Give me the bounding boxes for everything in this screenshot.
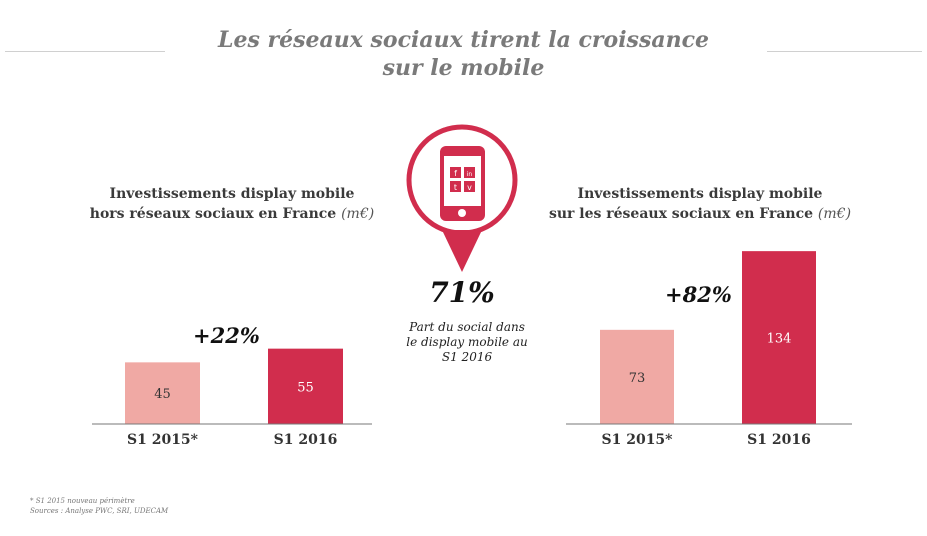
footnote-sources: Sources : Analyse PWC, SRI, UDECAM <box>30 507 169 515</box>
smartphone-social-pin-icon: f in t v <box>406 124 518 272</box>
social-share-caption-line1: Part du social dans <box>409 320 525 334</box>
right-chart-title-line1: Investissements display mobile <box>577 186 823 202</box>
title-rule-left <box>5 51 165 52</box>
left-chart-title-line2: hors réseaux sociaux en France (m€) <box>89 206 375 222</box>
left-category-label-0: S1 2015* <box>127 432 199 448</box>
left-chart-title: Investissements display mobile hors rése… <box>62 184 402 224</box>
left-chart-unit: (m€) <box>341 206 375 222</box>
linkedin-icon: in <box>467 171 473 178</box>
footnote: * S1 2015 nouveau périmètre Sources : An… <box>30 496 168 516</box>
right-bar-value-label-0: 73 <box>629 371 646 386</box>
left-chart-title-line1: Investissements display mobile <box>109 186 355 202</box>
twitter-icon: t <box>454 183 457 192</box>
right-bar-0 <box>600 329 674 424</box>
page-title-line1: Les réseaux sociaux tirent la croissance <box>218 27 709 53</box>
right-category-label-1: S1 2016 <box>747 432 811 448</box>
left-bar-value-label-1: 55 <box>297 380 314 395</box>
right-bar-value-label-1: 134 <box>767 332 792 347</box>
right-bar-1 <box>742 251 816 424</box>
social-share-caption-line2: le display mobile au <box>406 335 528 349</box>
vimeo-icon: v <box>467 183 472 192</box>
left-chart-growth: +22% <box>193 323 260 348</box>
left-category-label-1: S1 2016 <box>274 432 338 448</box>
right-chart-growth: +82% <box>665 282 732 307</box>
left-bar-1 <box>268 348 343 424</box>
phone-social-tiles: f in t v <box>450 167 475 192</box>
right-chart-title-line2: sur les réseaux sociaux en France (m€) <box>548 206 852 222</box>
right-chart-title: Investissements display mobile sur les r… <box>530 184 870 224</box>
left-bar-value-label-0: 45 <box>154 387 171 402</box>
social-share-caption-line3: S1 2016 <box>441 350 493 364</box>
footnote-line1: * S1 2015 nouveau périmètre <box>30 497 135 505</box>
page-title: Les réseaux sociaux tirent la croissance… <box>0 26 927 82</box>
right-category-label-0: S1 2015* <box>601 432 673 448</box>
social-share-caption: Part du social dans le display mobile au… <box>392 320 542 365</box>
left-bar-0 <box>125 362 200 424</box>
social-share-value: 71% <box>429 276 495 309</box>
page-title-line2: sur le mobile <box>382 55 545 81</box>
title-rule-right <box>767 51 922 52</box>
facebook-icon: f <box>454 169 457 178</box>
right-chart-unit: (m€) <box>817 206 852 222</box>
